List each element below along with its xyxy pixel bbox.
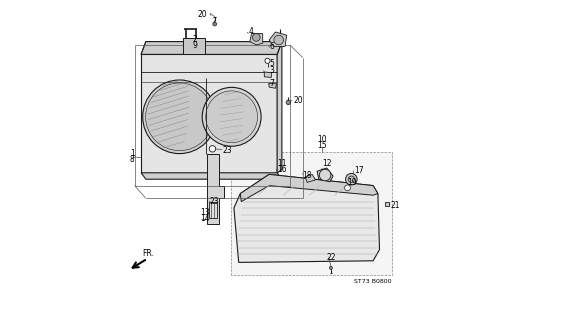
Polygon shape xyxy=(269,83,277,88)
Text: 7: 7 xyxy=(269,79,274,88)
Text: 23: 23 xyxy=(223,146,232,155)
Text: 12: 12 xyxy=(322,159,331,168)
Polygon shape xyxy=(141,42,282,54)
Polygon shape xyxy=(183,38,205,54)
Circle shape xyxy=(202,87,261,146)
Circle shape xyxy=(319,169,331,181)
Text: 6: 6 xyxy=(269,42,274,51)
Circle shape xyxy=(206,91,257,143)
Text: 2: 2 xyxy=(192,36,197,44)
Text: 14: 14 xyxy=(200,214,210,223)
Text: 20: 20 xyxy=(293,96,303,105)
Polygon shape xyxy=(277,42,282,173)
Polygon shape xyxy=(141,173,282,179)
Text: 11: 11 xyxy=(277,159,286,168)
Text: 21: 21 xyxy=(391,201,400,210)
Polygon shape xyxy=(385,202,389,206)
Polygon shape xyxy=(141,54,277,173)
Polygon shape xyxy=(240,174,378,202)
Polygon shape xyxy=(317,168,333,182)
Polygon shape xyxy=(250,34,263,45)
Circle shape xyxy=(252,34,260,41)
Polygon shape xyxy=(209,202,217,218)
Text: FR.: FR. xyxy=(143,249,155,258)
Circle shape xyxy=(274,35,284,45)
Text: 5: 5 xyxy=(269,59,274,68)
Circle shape xyxy=(286,100,290,105)
Text: 16: 16 xyxy=(277,165,287,174)
Circle shape xyxy=(146,83,213,151)
Text: 1: 1 xyxy=(130,149,134,158)
Text: 19: 19 xyxy=(348,178,357,187)
Text: 9: 9 xyxy=(192,41,197,50)
Polygon shape xyxy=(141,42,282,54)
Text: 3: 3 xyxy=(269,66,274,75)
Polygon shape xyxy=(234,174,379,262)
Text: 17: 17 xyxy=(354,166,363,175)
Circle shape xyxy=(209,146,215,152)
Text: 13: 13 xyxy=(200,208,210,217)
Text: 4: 4 xyxy=(248,28,253,36)
Text: 15: 15 xyxy=(317,141,327,150)
Text: 8: 8 xyxy=(130,156,134,164)
Polygon shape xyxy=(305,174,315,182)
Polygon shape xyxy=(269,32,287,46)
Text: 23: 23 xyxy=(210,197,219,206)
Polygon shape xyxy=(264,72,272,77)
Circle shape xyxy=(213,22,217,26)
Text: 22: 22 xyxy=(327,253,336,262)
Circle shape xyxy=(143,80,216,154)
Text: 18: 18 xyxy=(303,171,312,180)
Text: 20: 20 xyxy=(197,10,207,19)
Circle shape xyxy=(329,266,332,269)
Circle shape xyxy=(265,58,270,63)
Polygon shape xyxy=(231,152,392,275)
Circle shape xyxy=(348,176,354,182)
Circle shape xyxy=(345,185,350,191)
Text: 10: 10 xyxy=(317,135,327,144)
Text: ST73 B0800: ST73 B0800 xyxy=(354,279,391,284)
Circle shape xyxy=(345,173,357,185)
Polygon shape xyxy=(207,154,225,224)
